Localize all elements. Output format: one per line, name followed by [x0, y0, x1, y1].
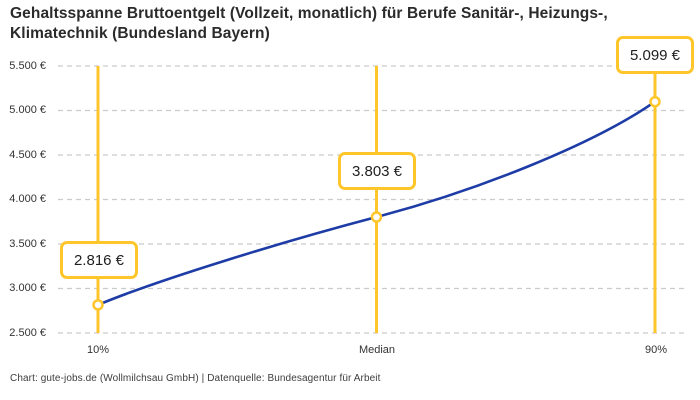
data-point-marker — [92, 299, 104, 311]
x-axis-tick-label-median: Median — [358, 344, 396, 356]
data-point-marker — [649, 95, 661, 108]
x-axis-tick-label-90-percent: 90% — [644, 344, 668, 356]
value-callout-10-percent: 2.816 € — [60, 241, 138, 279]
chart-title: Gehaltsspanne Bruttoentgelt (Vollzeit, m… — [10, 5, 608, 42]
y-axis-tick-label: 3.500 € — [9, 238, 46, 250]
value-callout-median: 3.803 € — [338, 152, 416, 190]
value-callout-90-percent: 5.099 € — [616, 36, 694, 74]
data-point-marker — [370, 211, 383, 223]
y-axis-tick-label: 3.000 € — [9, 282, 46, 294]
y-axis-tick-label: 5.500 € — [9, 60, 46, 72]
y-axis-tick-label: 4.000 € — [9, 193, 46, 205]
y-axis-tick-label: 2.500 € — [9, 327, 46, 339]
source-credit: Chart: gute-jobs.de (Wollmilchsau GmbH) … — [10, 373, 381, 384]
y-axis-tick-label: 5.000 € — [9, 104, 46, 116]
x-axis-tick-label-10-percent: 10% — [86, 344, 110, 356]
y-axis-tick-label: 4.500 € — [9, 149, 46, 161]
